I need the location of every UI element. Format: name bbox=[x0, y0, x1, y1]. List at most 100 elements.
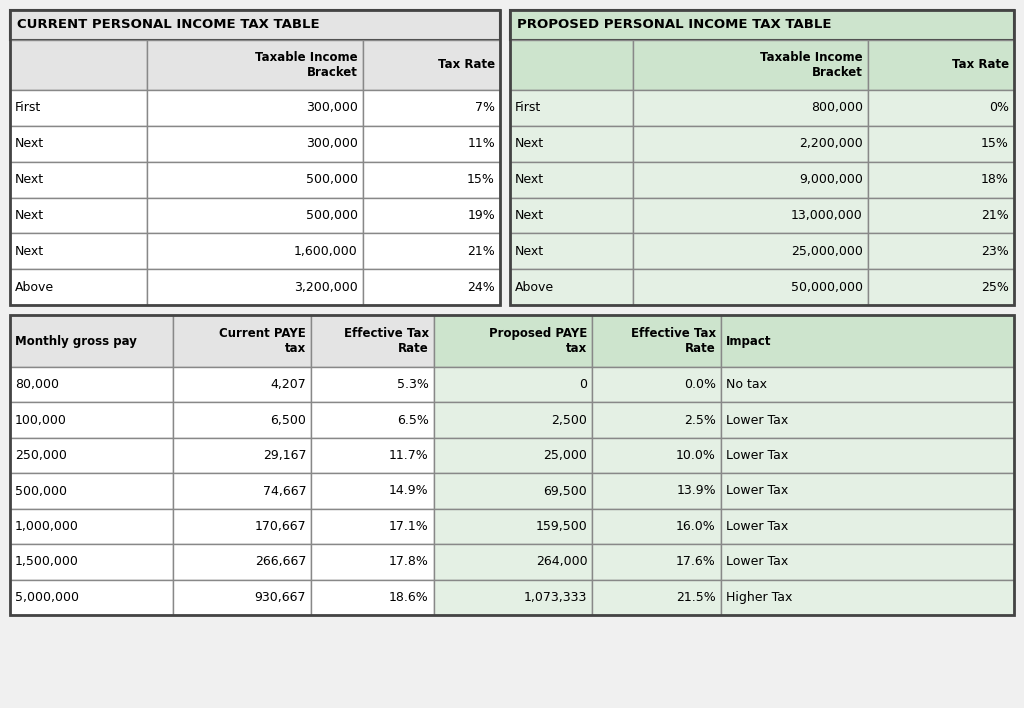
Bar bbox=[634, 161, 867, 198]
Bar bbox=[10, 544, 173, 580]
Bar bbox=[434, 580, 592, 615]
Bar bbox=[510, 269, 634, 305]
Bar bbox=[721, 473, 1014, 509]
Bar bbox=[721, 315, 1014, 367]
Text: 1,600,000: 1,600,000 bbox=[294, 245, 357, 258]
Bar bbox=[592, 438, 721, 473]
Bar bbox=[10, 269, 147, 305]
Bar bbox=[592, 473, 721, 509]
Bar bbox=[721, 580, 1014, 615]
Bar bbox=[10, 126, 147, 161]
Bar bbox=[510, 90, 634, 126]
Text: First: First bbox=[15, 101, 41, 115]
Text: CURRENT PERSONAL INCOME TAX TABLE: CURRENT PERSONAL INCOME TAX TABLE bbox=[17, 18, 319, 31]
Bar bbox=[592, 509, 721, 544]
Text: 21.5%: 21.5% bbox=[676, 590, 716, 604]
Bar bbox=[173, 367, 311, 402]
Bar bbox=[362, 269, 500, 305]
Bar bbox=[510, 10, 1014, 40]
Text: 500,000: 500,000 bbox=[306, 209, 357, 222]
Bar bbox=[147, 269, 362, 305]
Text: 18%: 18% bbox=[981, 173, 1009, 186]
Text: 5,000,000: 5,000,000 bbox=[15, 590, 79, 604]
Bar bbox=[362, 234, 500, 269]
Bar bbox=[634, 198, 867, 234]
Text: 6.5%: 6.5% bbox=[397, 413, 429, 427]
Text: Next: Next bbox=[515, 209, 544, 222]
Text: 7%: 7% bbox=[475, 101, 495, 115]
Bar bbox=[721, 402, 1014, 438]
Text: 500,000: 500,000 bbox=[306, 173, 357, 186]
Bar bbox=[721, 509, 1014, 544]
Text: 3,200,000: 3,200,000 bbox=[294, 280, 357, 294]
Bar bbox=[173, 438, 311, 473]
Bar bbox=[867, 161, 1014, 198]
Bar bbox=[510, 10, 1014, 305]
Text: 500,000: 500,000 bbox=[15, 484, 67, 498]
Text: 24%: 24% bbox=[467, 280, 495, 294]
Text: Taxable Income
Bracket: Taxable Income Bracket bbox=[760, 51, 863, 79]
Bar bbox=[867, 198, 1014, 234]
Text: 19%: 19% bbox=[467, 209, 495, 222]
Text: 300,000: 300,000 bbox=[306, 137, 357, 150]
Bar bbox=[311, 367, 434, 402]
Bar bbox=[592, 544, 721, 580]
Text: 25,000: 25,000 bbox=[544, 449, 588, 462]
Bar bbox=[592, 580, 721, 615]
Bar bbox=[147, 90, 362, 126]
Text: Next: Next bbox=[515, 245, 544, 258]
Bar bbox=[434, 402, 592, 438]
Text: 300,000: 300,000 bbox=[306, 101, 357, 115]
Bar bbox=[510, 234, 634, 269]
Text: Above: Above bbox=[15, 280, 54, 294]
Bar bbox=[510, 198, 634, 234]
Text: Lower Tax: Lower Tax bbox=[726, 520, 788, 533]
Bar bbox=[721, 367, 1014, 402]
Text: 23%: 23% bbox=[981, 245, 1009, 258]
Text: 50,000,000: 50,000,000 bbox=[791, 280, 863, 294]
Bar bbox=[592, 367, 721, 402]
Text: 2.5%: 2.5% bbox=[684, 413, 716, 427]
Bar bbox=[592, 315, 721, 367]
Bar bbox=[634, 269, 867, 305]
Bar bbox=[311, 402, 434, 438]
Bar bbox=[311, 315, 434, 367]
Text: Monthly gross pay: Monthly gross pay bbox=[15, 334, 137, 348]
Text: 17.1%: 17.1% bbox=[389, 520, 429, 533]
Text: 170,667: 170,667 bbox=[255, 520, 306, 533]
Bar bbox=[634, 40, 867, 90]
Text: Effective Tax
Rate: Effective Tax Rate bbox=[631, 327, 716, 355]
Bar bbox=[10, 315, 1014, 615]
Text: 2,500: 2,500 bbox=[552, 413, 588, 427]
Bar bbox=[10, 473, 173, 509]
Text: 74,667: 74,667 bbox=[262, 484, 306, 498]
Text: Taxable Income
Bracket: Taxable Income Bracket bbox=[255, 51, 357, 79]
Bar bbox=[10, 10, 500, 305]
Bar bbox=[867, 234, 1014, 269]
Bar bbox=[10, 509, 173, 544]
Bar bbox=[434, 544, 592, 580]
Bar bbox=[311, 473, 434, 509]
Text: 69,500: 69,500 bbox=[544, 484, 588, 498]
Text: 264,000: 264,000 bbox=[536, 555, 588, 569]
Text: 2,200,000: 2,200,000 bbox=[799, 137, 863, 150]
Bar bbox=[510, 161, 634, 198]
Text: PROPOSED PERSONAL INCOME TAX TABLE: PROPOSED PERSONAL INCOME TAX TABLE bbox=[517, 18, 831, 31]
Text: 250,000: 250,000 bbox=[15, 449, 67, 462]
Bar bbox=[362, 161, 500, 198]
Bar bbox=[147, 161, 362, 198]
Bar bbox=[434, 473, 592, 509]
Text: 25%: 25% bbox=[981, 280, 1009, 294]
Text: 800,000: 800,000 bbox=[811, 101, 863, 115]
Text: 21%: 21% bbox=[981, 209, 1009, 222]
Text: Lower Tax: Lower Tax bbox=[726, 413, 788, 427]
Bar bbox=[173, 315, 311, 367]
Bar bbox=[147, 126, 362, 161]
Bar bbox=[173, 544, 311, 580]
Text: 80,000: 80,000 bbox=[15, 378, 59, 392]
Text: 9,000,000: 9,000,000 bbox=[799, 173, 863, 186]
Text: 0.0%: 0.0% bbox=[684, 378, 716, 392]
Text: Lower Tax: Lower Tax bbox=[726, 449, 788, 462]
Bar bbox=[147, 40, 362, 90]
Bar bbox=[510, 40, 634, 90]
